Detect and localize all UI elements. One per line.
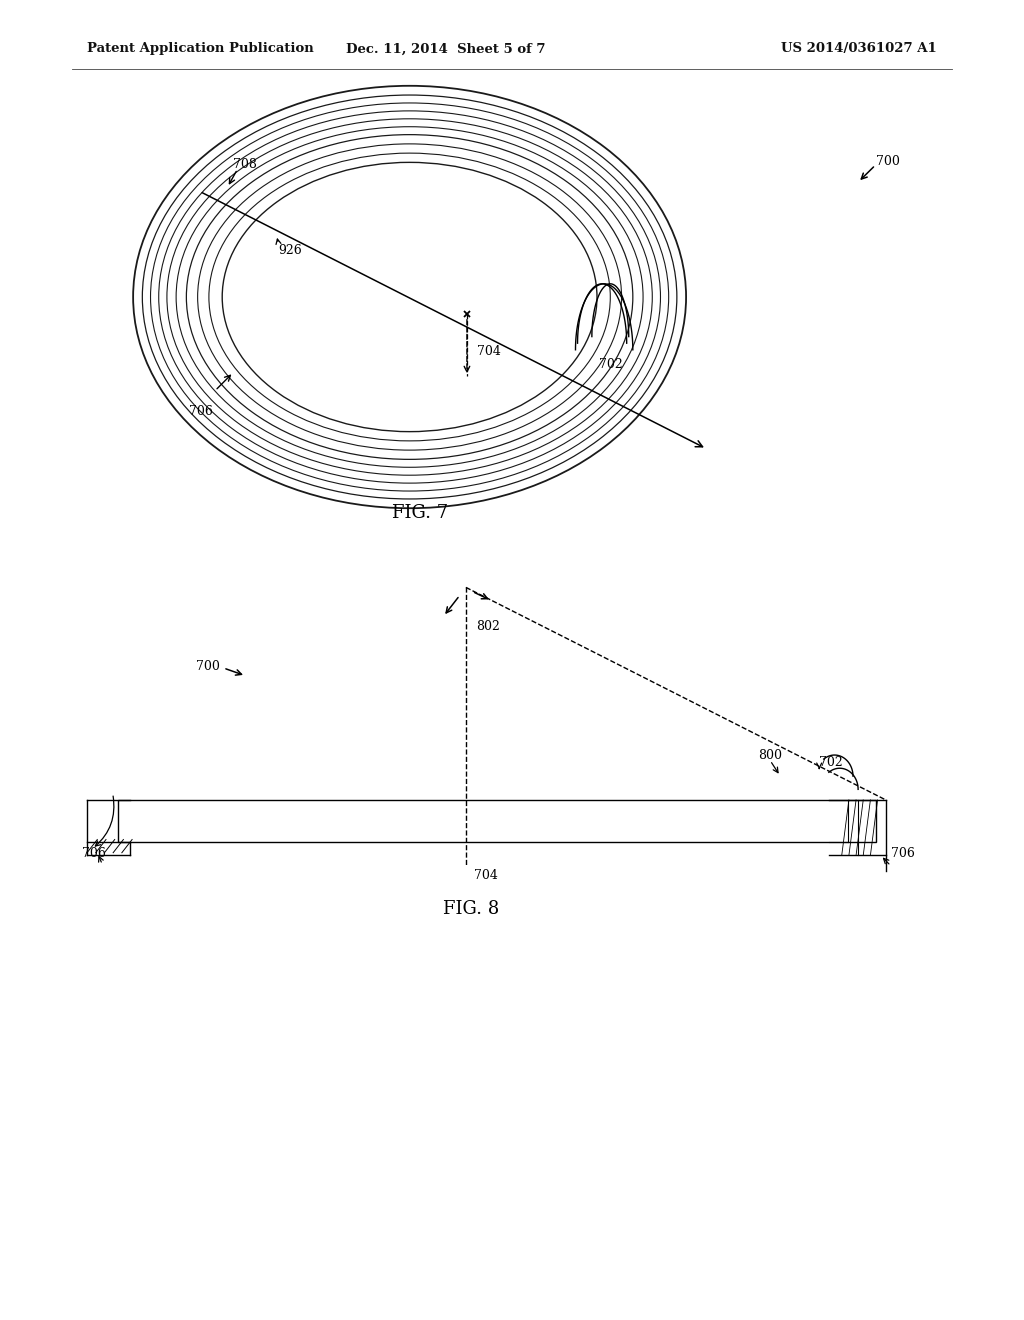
Text: 702: 702 (599, 358, 623, 371)
Text: 706: 706 (82, 847, 105, 861)
Text: FIG. 7: FIG. 7 (392, 504, 447, 523)
Text: Patent Application Publication: Patent Application Publication (87, 42, 313, 55)
Text: 706: 706 (189, 405, 213, 418)
Text: Dec. 11, 2014  Sheet 5 of 7: Dec. 11, 2014 Sheet 5 of 7 (346, 42, 545, 55)
Text: 800: 800 (758, 748, 781, 762)
Text: 702: 702 (819, 756, 843, 770)
Text: 706: 706 (891, 847, 914, 861)
Text: 704: 704 (474, 869, 498, 882)
Text: 704: 704 (477, 345, 501, 358)
Text: FIG. 8: FIG. 8 (443, 900, 499, 919)
Text: 926: 926 (279, 244, 302, 257)
Bar (118, 800, 876, 842)
Text: 700: 700 (876, 154, 899, 168)
Text: 802: 802 (476, 620, 500, 634)
Text: 708: 708 (233, 158, 257, 172)
Text: US 2014/0361027 A1: US 2014/0361027 A1 (781, 42, 937, 55)
Text: 700: 700 (197, 660, 220, 673)
